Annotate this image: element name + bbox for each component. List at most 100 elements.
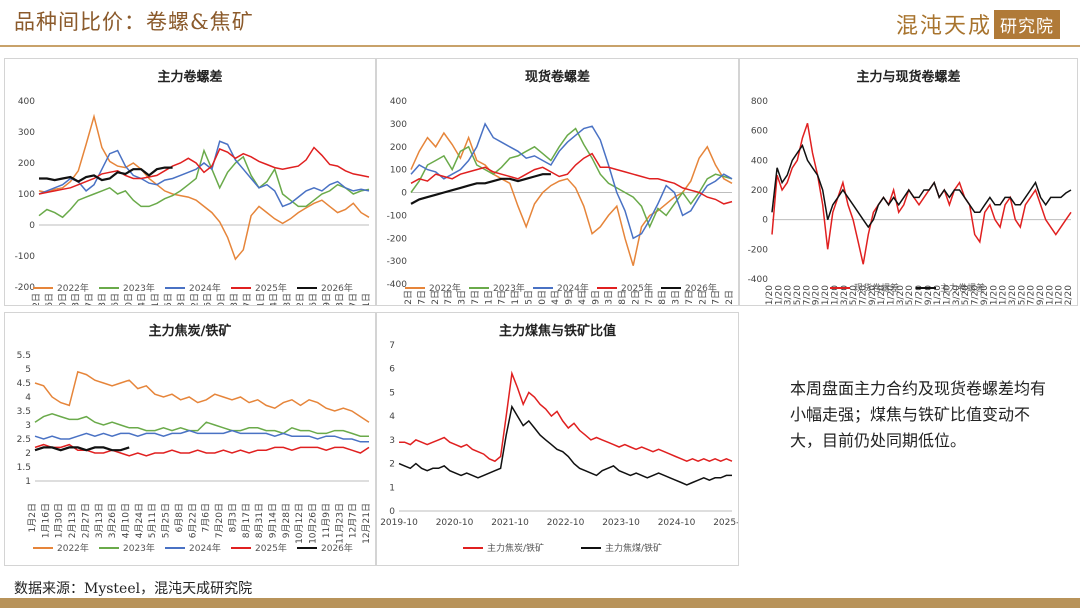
x-tick-label: 11月9日 bbox=[321, 293, 332, 305]
series-line bbox=[410, 152, 733, 205]
series-line bbox=[38, 148, 370, 219]
chart-c1: 主力卷螺差 -200 -100 0 100 200 300 400 1月2日1月16日1月30日… bbox=[15, 69, 372, 305]
series-line bbox=[39, 166, 173, 183]
x-tick-label: 5月25日 bbox=[163, 293, 174, 305]
x-tick-label: 8月31日 bbox=[255, 293, 266, 305]
logo: 混沌天成 研究院 bbox=[896, 8, 1060, 40]
x-tick-label: 7月20日 bbox=[216, 293, 227, 305]
x-tick-label: 12月21日 bbox=[361, 503, 372, 544]
x-tick-label: 2022-10 bbox=[547, 518, 585, 528]
x-tick-label: 2025/11/20 bbox=[1045, 285, 1055, 305]
x-tick-label: 10月12日 bbox=[295, 293, 306, 305]
x-tick-label: 8月3日 bbox=[229, 293, 240, 305]
x-tick-label: 9月2日 bbox=[630, 290, 641, 305]
series-line bbox=[410, 173, 551, 205]
x-tick-label: 2021-10 bbox=[491, 518, 529, 528]
legend-label: 2025年 bbox=[255, 542, 287, 554]
x-tick-label: 11月7日 bbox=[684, 290, 695, 305]
legend-label: 2022年 bbox=[57, 282, 89, 294]
legend-label: 主力焦炭/铁矿 bbox=[487, 542, 544, 554]
y-tick-label: 400 bbox=[751, 156, 768, 166]
x-tick-label: 2025/7/20 bbox=[1027, 285, 1037, 305]
series-line bbox=[34, 370, 370, 423]
x-tick-label: 9月28日 bbox=[281, 503, 292, 538]
x-tick-label: 4月1日 bbox=[483, 290, 494, 305]
x-tick-label: 8月31日 bbox=[254, 503, 265, 538]
chart-c3: 主力与现货卷螺差-400-20002004006008002020/11/202… bbox=[748, 69, 1074, 305]
x-tick-label: 3月13日 bbox=[94, 503, 105, 538]
x-tick-label: 8月18日 bbox=[617, 290, 628, 305]
x-tick-label: 2025-10 bbox=[713, 518, 738, 528]
x-tick-label: 6月19日 bbox=[564, 290, 575, 305]
y-tick-label: 400 bbox=[390, 97, 407, 107]
x-tick-label: 9月28日 bbox=[282, 293, 293, 305]
x-tick-label: 2025/9/20 bbox=[1036, 285, 1046, 305]
y-tick-label: -200 bbox=[15, 283, 36, 293]
y-tick-label: 5.5 bbox=[17, 351, 31, 361]
y-tick-label: 400 bbox=[18, 97, 35, 107]
x-tick-label: 10月23日 bbox=[671, 290, 682, 305]
legend-label: 2025年 bbox=[621, 282, 653, 294]
x-tick-label: 11月9日 bbox=[321, 503, 332, 538]
chart-title: 主力与现货卷螺差 bbox=[856, 69, 960, 85]
x-tick-label: 6月22日 bbox=[189, 293, 200, 305]
x-tick-label: 2025/1/20 bbox=[999, 285, 1009, 305]
x-tick-label: 1月2日 bbox=[31, 293, 42, 305]
x-tick-label: 12月7日 bbox=[348, 503, 359, 538]
x-tick-label: 2月27日 bbox=[84, 293, 95, 305]
series-line bbox=[34, 446, 130, 452]
x-tick-label: 5月15日 bbox=[523, 290, 534, 305]
x-tick-label: 2021/9/20 bbox=[812, 285, 822, 305]
y-tick-label: 4 bbox=[389, 412, 395, 422]
y-tick-label: -200 bbox=[387, 234, 408, 244]
x-tick-label: 5月11日 bbox=[147, 503, 158, 538]
series-line bbox=[771, 143, 1072, 229]
x-tick-label: 10月12日 bbox=[294, 503, 305, 544]
x-tick-label: 7月20日 bbox=[214, 503, 225, 538]
chart-panel-c3: 主力与现货卷螺差-400-20002004006008002020/11/202… bbox=[739, 58, 1078, 306]
x-tick-label: 1月30日 bbox=[57, 293, 68, 305]
x-tick-label: 5月1日 bbox=[510, 290, 521, 305]
x-tick-label: 12月7日 bbox=[711, 290, 722, 305]
legend-label: 现货卷螺差 bbox=[854, 282, 899, 294]
x-tick-label: 6月22日 bbox=[187, 503, 198, 538]
x-tick-label: 3月17日 bbox=[470, 290, 481, 305]
x-tick-label: 9月14日 bbox=[267, 503, 278, 538]
x-tick-label: 12月22日 bbox=[724, 290, 735, 305]
legend-label: 2026年 bbox=[321, 282, 353, 294]
legend-label: 2025年 bbox=[255, 282, 287, 294]
footer-bar bbox=[0, 598, 1080, 608]
legend-label: 2024年 bbox=[557, 282, 589, 294]
x-tick-label: 11月22日 bbox=[697, 290, 708, 305]
y-tick-label: -400 bbox=[387, 280, 408, 290]
y-tick-label: 2 bbox=[389, 460, 395, 470]
legend-label: 2023年 bbox=[123, 542, 155, 554]
x-tick-label: 11月23日 bbox=[334, 503, 345, 544]
y-tick-label: 300 bbox=[18, 128, 35, 138]
x-tick-label: 2024/11/20 bbox=[989, 285, 999, 305]
x-tick-label: 2019-10 bbox=[380, 518, 418, 528]
y-tick-label: 0 bbox=[29, 221, 35, 231]
x-tick-label: 1月30日 bbox=[54, 503, 65, 538]
logo-text: 混沌天成 bbox=[895, 14, 992, 39]
x-tick-label: 2月27日 bbox=[80, 503, 91, 538]
y-tick-label: 3 bbox=[389, 436, 395, 446]
y-tick-label: 3.5 bbox=[17, 407, 31, 417]
series-line bbox=[398, 404, 732, 486]
x-tick-label: 2023/7/20 bbox=[915, 285, 925, 305]
x-tick-label: 6月4日 bbox=[550, 290, 561, 305]
series-line bbox=[38, 146, 370, 195]
x-tick-label: 12月7日 bbox=[348, 293, 359, 305]
x-tick-label: 2022/7/20 bbox=[858, 285, 868, 305]
x-tick-label: 2021/3/20 bbox=[784, 285, 794, 305]
x-tick-label: 1月2日 bbox=[27, 503, 38, 532]
y-tick-label: -400 bbox=[748, 275, 769, 285]
x-tick-label: 3月13日 bbox=[97, 293, 108, 305]
x-tick-label: 3月26日 bbox=[110, 293, 121, 305]
x-tick-label: 2025/3/20 bbox=[1008, 285, 1018, 305]
x-tick-label: 2024/9/20 bbox=[980, 285, 990, 305]
header-divider bbox=[0, 45, 1080, 47]
x-tick-label: 1月2日 bbox=[403, 290, 414, 305]
x-tick-label: 3月3日 bbox=[457, 290, 468, 305]
x-tick-label: 9月14日 bbox=[269, 293, 280, 305]
